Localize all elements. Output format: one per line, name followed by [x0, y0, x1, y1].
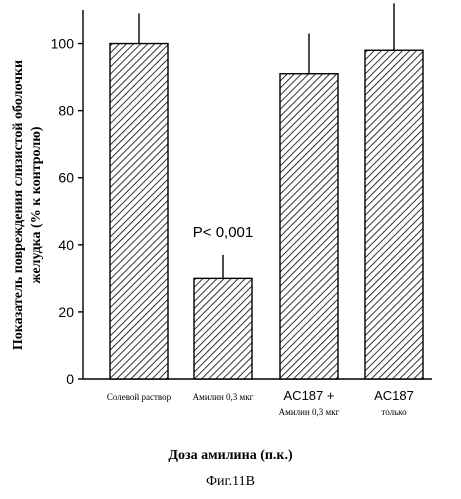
plot-area: 0 20 40 60 80 100 Солевой раствор Амилин 0,3 мк…	[11, 3, 432, 417]
x-axis-label: Доза амилина (п.к.)	[0, 448, 461, 464]
category-label: Амилин 0,3 мкг	[193, 392, 254, 402]
y-tick-label: 20	[58, 304, 74, 320]
category-label: Солевой раствор	[107, 392, 172, 402]
y-axis-label: Показатель повреждения слизистой оболочк…	[11, 60, 26, 350]
y-tick-label: 60	[58, 170, 74, 186]
y-tick-label: 80	[58, 103, 74, 119]
y-axis-label: желудка (% к контролю)	[29, 126, 44, 283]
y-tick-label: 0	[66, 371, 74, 387]
bar	[280, 74, 338, 379]
figure-caption: Фиг.11В	[0, 474, 461, 490]
y-tick-label: 100	[51, 36, 75, 52]
category-label: только	[381, 407, 407, 417]
category-label: AC187 +	[284, 388, 335, 403]
significance-annotation: P< 0,001	[193, 224, 253, 241]
category-label: AC187	[374, 388, 414, 403]
category-label: Амилин 0,3 мкг	[279, 407, 340, 417]
bar	[110, 44, 168, 379]
bar	[365, 50, 423, 379]
y-tick-label: 40	[58, 237, 74, 253]
bar	[194, 278, 252, 379]
